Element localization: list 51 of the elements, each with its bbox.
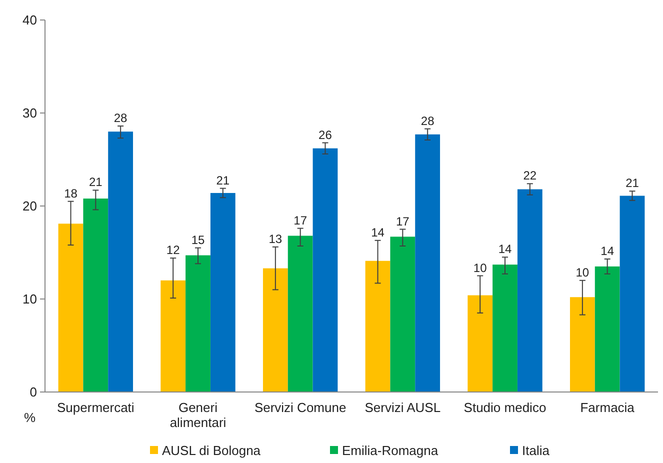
data-label: 12 [166,243,180,258]
x-tick-label: Generi alimentari [170,400,226,430]
bar [594,266,620,392]
data-label: 28 [114,111,128,126]
data-label: 17 [294,213,308,228]
data-label: 15 [191,232,205,247]
x-tick-label: Farmacia [580,400,636,415]
bar [288,236,313,392]
data-label: 13 [268,232,282,246]
data-label: 10 [473,260,488,275]
x-tick-label: Supermercati [57,400,134,415]
y-tick-label: 40 [22,12,37,28]
bar [365,260,390,392]
data-label: 18 [64,186,78,200]
data-label: 17 [396,214,410,228]
y-tick-label: 20 [22,198,37,214]
data-label: 26 [318,128,332,142]
data-label: 21 [216,173,230,188]
y-axis-title: % [24,410,36,425]
y-tick-label: 10 [22,292,37,307]
data-label: 14 [498,242,512,256]
bar [620,196,645,392]
bar [390,236,416,392]
legend-label: Italia [522,443,550,458]
x-tick-label: Servizi Comune [254,400,346,415]
bar [160,280,186,392]
bar [58,224,84,392]
bar [262,268,288,392]
bar [108,132,134,392]
bar [415,134,440,392]
bar [492,264,518,392]
data-label: 14 [600,244,614,258]
bar [468,295,493,392]
x-tick-label: Servizi AUSL [364,400,441,415]
data-label: 14 [371,225,385,240]
x-tick-label: Studio medico [464,400,546,415]
bar [570,297,595,392]
data-label: 22 [523,168,537,183]
bar [83,198,108,392]
y-tick-label: 0 [30,384,37,400]
data-label: 28 [420,114,435,128]
data-label: 21 [88,175,103,190]
bar [210,192,236,392]
data-label: 21 [626,176,640,190]
bar [517,189,542,392]
legend-label: Emilia-Romagna [342,443,439,458]
data-label: 10 [576,265,590,280]
bar [312,148,338,392]
bar [186,255,210,392]
y-tick-label: 30 [22,106,37,121]
legend-label: AUSL di Bologna [162,443,262,458]
